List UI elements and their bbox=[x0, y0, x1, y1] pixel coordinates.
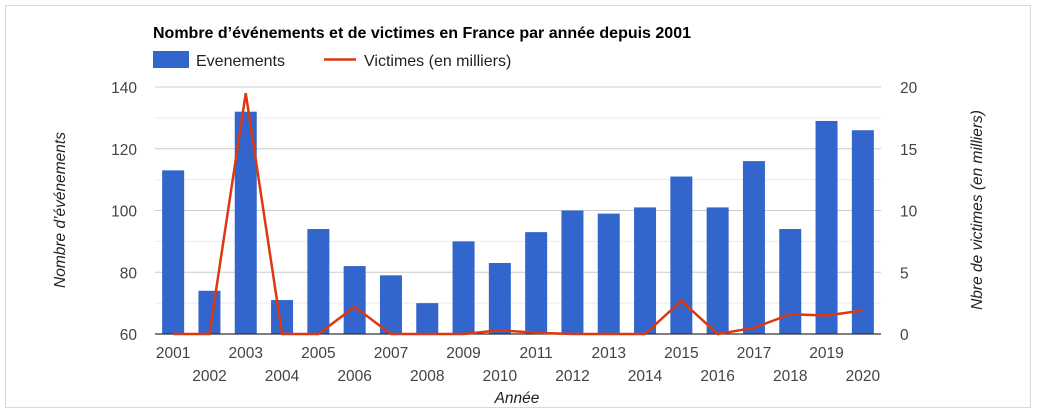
bar-2017 bbox=[742, 161, 765, 334]
bar-2018 bbox=[779, 229, 802, 334]
x-tick-label: 2006 bbox=[337, 368, 371, 385]
bar-2007 bbox=[379, 275, 402, 334]
y2-tick-label: 5 bbox=[900, 265, 909, 282]
x-tick-label: 2018 bbox=[773, 368, 807, 385]
x-tick-label: 2005 bbox=[301, 345, 335, 362]
x-axis-title: Année bbox=[494, 390, 540, 407]
y-axis-left-ticks: 60 80 100 120 140 bbox=[111, 80, 137, 344]
y2-tick-label: 20 bbox=[900, 80, 918, 97]
y2-tick-label: 10 bbox=[900, 204, 918, 221]
x-tick-label: 2020 bbox=[846, 368, 881, 385]
x-tick-label: 2008 bbox=[410, 368, 444, 385]
bar-2005 bbox=[307, 229, 330, 334]
y-axis-right-title: Nbre de victimes (en milliers) bbox=[969, 110, 986, 310]
gridlines bbox=[155, 86, 881, 304]
x-axis-ticks: 2001200220032004200520062007200820092010… bbox=[156, 345, 881, 385]
bar-2010 bbox=[488, 262, 511, 334]
victimes-line bbox=[173, 92, 864, 336]
chart-frame bbox=[5, 5, 1031, 408]
bar-2009 bbox=[452, 241, 475, 334]
x-tick-label: 2001 bbox=[156, 345, 190, 362]
bar-2015 bbox=[670, 176, 693, 334]
bar-2006 bbox=[343, 266, 366, 334]
y-tick-label: 100 bbox=[111, 204, 137, 221]
x-tick-label: 2010 bbox=[483, 368, 518, 385]
x-tick-label: 2011 bbox=[519, 345, 552, 362]
bar-2014 bbox=[634, 207, 657, 334]
y2-tick-label: 0 bbox=[900, 327, 909, 344]
bar-2020 bbox=[851, 130, 874, 334]
y2-tick-label: 15 bbox=[900, 142, 917, 159]
bar-2019 bbox=[815, 120, 838, 335]
bar-2003 bbox=[234, 111, 257, 334]
bar-2012 bbox=[561, 210, 584, 334]
y-axis-left-title: Nombre d’événements bbox=[52, 132, 69, 288]
x-tick-label: 2003 bbox=[229, 345, 263, 362]
x-tick-label: 2012 bbox=[555, 368, 589, 385]
x-tick-label: 2014 bbox=[628, 368, 663, 385]
legend-label-victimes: Victimes (en milliers) bbox=[364, 53, 511, 70]
bar-2011 bbox=[525, 232, 548, 334]
bar-2013 bbox=[597, 213, 620, 334]
x-tick-label: 2013 bbox=[592, 345, 626, 362]
chart-title: Nombre d’événements et de victimes en Fr… bbox=[153, 25, 691, 42]
y-tick-label: 60 bbox=[120, 327, 138, 344]
bar-series-evenements bbox=[162, 111, 874, 335]
x-tick-label: 2009 bbox=[446, 345, 480, 362]
x-tick-label: 2004 bbox=[265, 368, 300, 385]
y-axis-right-ticks: 0 5 10 15 20 bbox=[900, 80, 918, 344]
x-tick-label: 2007 bbox=[374, 345, 408, 362]
bar-2008 bbox=[416, 303, 439, 334]
bar-2016 bbox=[706, 207, 729, 334]
y-tick-label: 140 bbox=[111, 80, 137, 97]
y-tick-label: 120 bbox=[111, 142, 137, 159]
bar-2001 bbox=[162, 170, 185, 334]
legend-label-evenements: Evenements bbox=[196, 53, 285, 70]
x-tick-label: 2002 bbox=[192, 368, 226, 385]
x-tick-label: 2015 bbox=[664, 345, 698, 362]
y-tick-label: 80 bbox=[120, 265, 138, 282]
x-tick-label: 2016 bbox=[700, 368, 734, 385]
bar-2004 bbox=[271, 300, 294, 334]
legend-swatch-evenements bbox=[153, 51, 189, 68]
legend: Evenements Victimes (en milliers) bbox=[153, 51, 511, 70]
x-tick-label: 2017 bbox=[737, 345, 771, 362]
x-tick-label: 2019 bbox=[809, 345, 843, 362]
line-series-victimes bbox=[173, 92, 864, 336]
